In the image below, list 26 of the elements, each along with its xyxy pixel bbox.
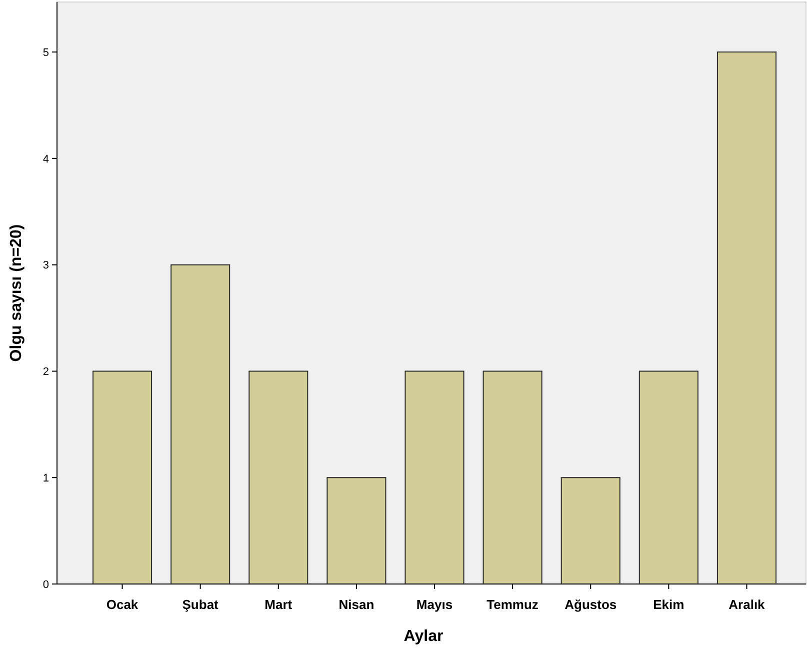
bar (92, 370, 152, 584)
y-tick-label: 2 (42, 366, 49, 378)
y-tick-label: 3 (42, 260, 49, 272)
x-tick-label: Ocak (106, 597, 139, 612)
x-tick-label: Nisan (338, 597, 374, 612)
y-axis-title: Olgu sayısı (n=20) (8, 224, 25, 362)
x-tick-label: Temmuz (486, 597, 539, 612)
x-tick-label: Mart (264, 597, 293, 612)
y-tick-label: 0 (42, 578, 49, 591)
bar (482, 370, 542, 584)
y-tick-label: 1 (42, 472, 49, 484)
x-tick-label: Aralık (728, 597, 766, 612)
bar (638, 370, 698, 584)
bar (560, 477, 620, 584)
x-tick-label: Ekim (653, 597, 684, 612)
x-axis-title: Aylar (404, 628, 444, 645)
y-tick-label: 4 (42, 153, 49, 166)
bar (404, 370, 464, 584)
x-tick-label: Ağustos (564, 597, 617, 612)
bar (716, 52, 776, 584)
bar (326, 477, 386, 584)
bar (170, 264, 230, 584)
y-tick-label: 5 (42, 46, 49, 59)
bar (248, 370, 308, 584)
x-tick-label: Şubat (182, 597, 220, 612)
x-tick-label: Mayıs (416, 597, 453, 612)
